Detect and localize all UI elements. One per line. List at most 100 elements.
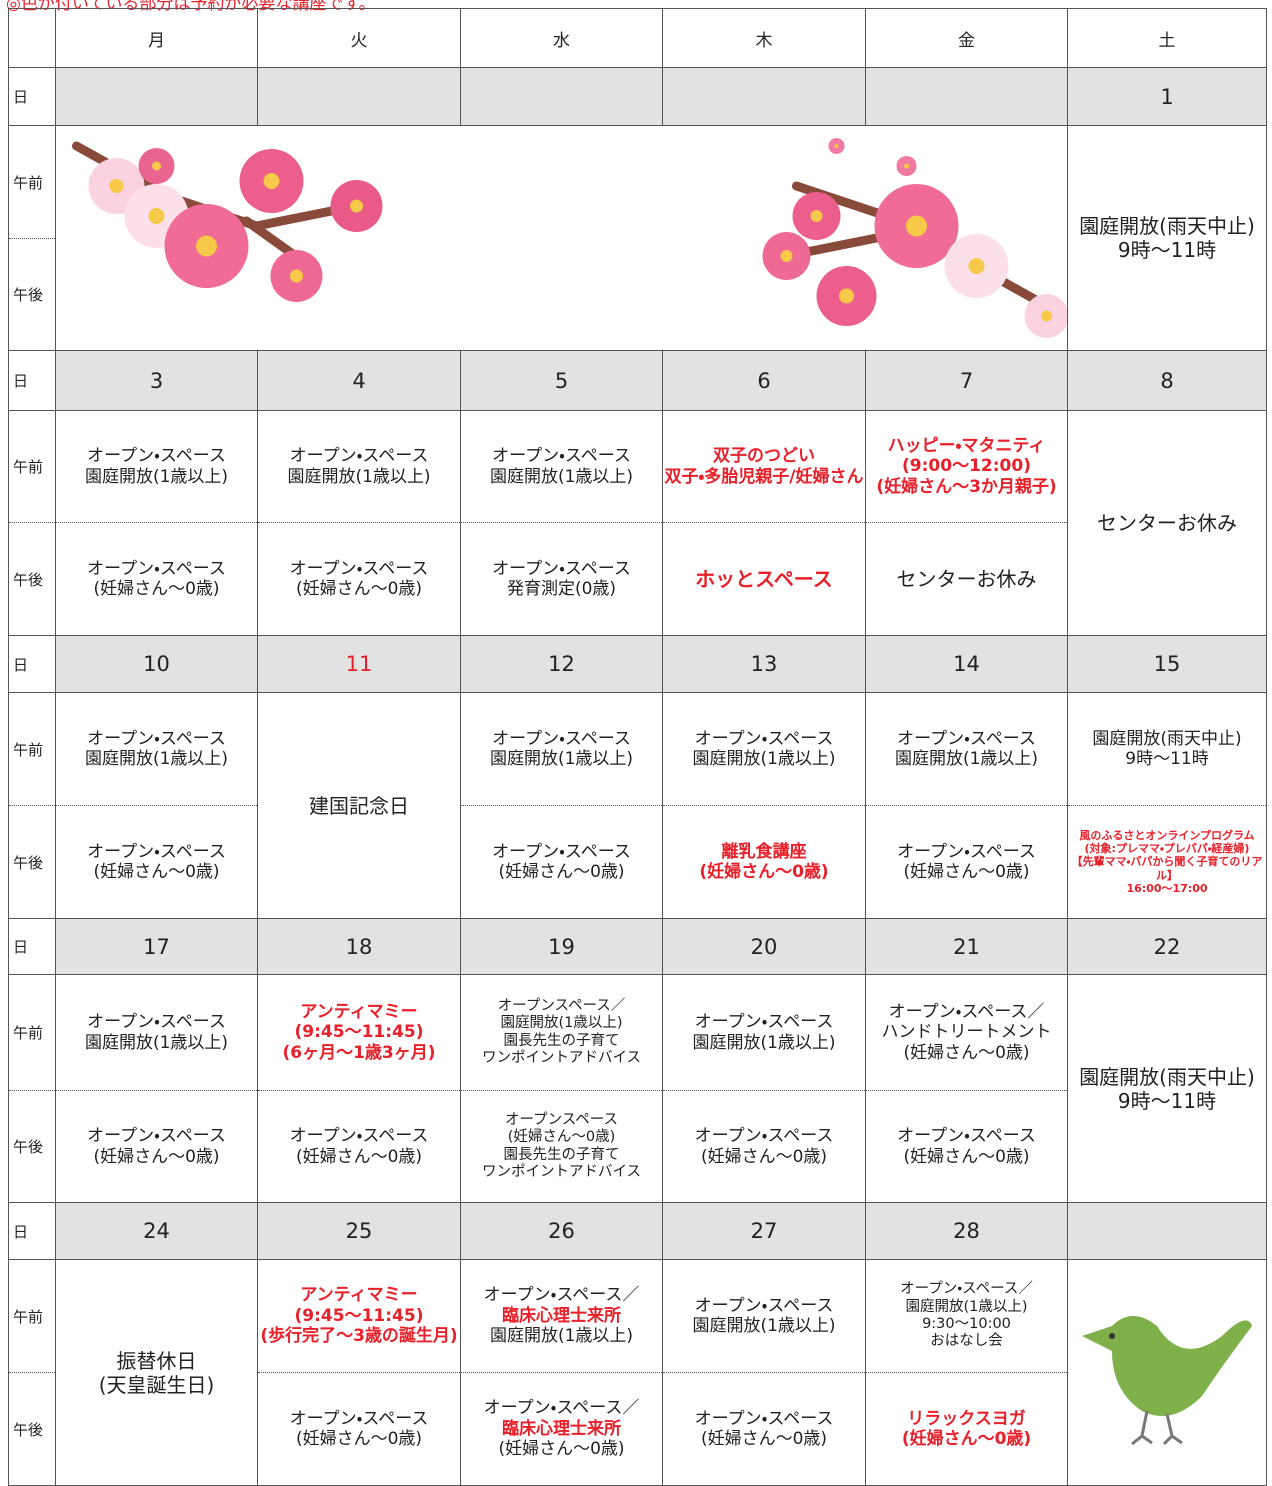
cell-line: オープン・スペース [897,728,1036,749]
cell-line: オープン・スペース [694,1126,834,1147]
cell-line: (妊婦さん～0歳) [498,1439,625,1460]
schedule-cell: 園庭開放(雨天中止) 9時～11時 [1067,692,1267,806]
date-cell: 13 [662,635,866,693]
cell-line: アンティマミー [300,1285,418,1306]
cell-line: オープン・スペース [897,1126,1036,1147]
schedule-cell: オープン・スペース (妊婦さん～0歳) [460,805,663,919]
cell-content: オープン・スペース (妊婦さん～0歳) [867,841,1067,883]
date-number: 17 [143,934,170,959]
cell-line: 園庭開放(1歳以上) [84,466,229,487]
date-number: 15 [1153,652,1181,676]
schedule-cell: オープン・スペース 園庭開放(1歳以上) [55,410,258,523]
cell-line: (6ヶ月～1歳3ヶ月) [282,1042,436,1063]
cell-line: 臨床心理士来所 [502,1418,621,1439]
cell-line: (妊婦さん～3か月親子) [876,476,1057,497]
pm-row: 午後 オープン・スペース (妊婦さん～0歳) オープン・スペース (妊婦さん～0歳) 離乳… [8,805,1267,919]
cell-line: 園長先生の子育て [503,1146,620,1163]
cell-line: (妊婦さん～0歳) [903,862,1030,882]
cell-content: 振替休日 (天皇誕生日) [57,1349,257,1397]
cell-line: (妊婦さん～0歳) [93,862,220,882]
schedule-cell: 建国記念日 [257,692,461,919]
cell-content: オープン・スペース (妊婦さん～0歳) [57,559,257,600]
calendar-table: 月火水木金土日 1 午前 園庭開放(雨天中止) 9時～11時 午後日 3 4 5 6 7 8 午前 オープ… [8,8,1267,1486]
cell-line: センターお休み [896,567,1037,591]
cell-line: オープン・スペース [897,841,1036,862]
schedule-cell: アンティマミー (9:45～11:45) (6ヶ月～1歳3ヶ月) [257,974,461,1091]
date-number: 3 [149,368,164,393]
cell-line: 園庭開放(1歳以上) [692,749,836,769]
schedule-cell: オープン・スペース 園庭開放(1歳以上) [55,692,258,806]
cell-line: オープン・スペース [492,558,631,579]
cell-content: ホッとスペース [664,567,865,591]
day-name: 火 [257,8,461,68]
date-number: 12 [548,652,575,676]
cell-line: オープン・スペース [492,841,631,862]
cell-line: 発育測定(0歳) [506,579,617,599]
date-number: 21 [953,934,980,959]
cell-line: (妊婦さん～0歳) [507,1129,616,1146]
cell-line: オープン・スペース／ [888,1001,1045,1022]
cell-content: 離乳食講座 (妊婦さん～0歳) [664,842,865,883]
row-label: 午前 [8,1259,56,1373]
date-number: 19 [548,934,575,959]
date-cell: 14 [865,635,1068,693]
row-label: 午後 [8,238,56,351]
cell-content: アンティマミー (9:45～11:45) (6ヶ月～1歳3ヶ月) [259,1002,460,1063]
cell-content: オープン・スペース 園庭開放(1歳以上) [664,1012,865,1053]
cell-content: 園庭開放(雨天中止) 9時～11時 [1069,1065,1266,1113]
cell-line: オープン・スペース／ [483,1285,640,1306]
schedule-cell: センターお休み [865,522,1068,636]
date-number: 1 [1160,84,1174,109]
row-label: 午後 [8,522,56,636]
cell-content: オープン・スペース (妊婦さん～0歳) [462,841,662,883]
cell-line: オープン・スペース [87,728,226,749]
cell-line: オープン・スペース／ [900,1281,1033,1298]
cell-line: (妊婦さん～0歳) [295,579,423,599]
blossom-illustration [72,138,1067,338]
cell-line: (9:45～11:45) [294,1022,424,1043]
schedule-cell: オープン・スペース／ 臨床心理士来所 (妊婦さん～0歳) [460,1372,663,1486]
cell-content: 園庭開放(雨天中止) 9時～11時 [1069,729,1266,770]
date-cell: 24 [55,1202,258,1260]
row-label: 午前 [8,410,56,523]
date-cell [865,67,1068,126]
cell-line: (妊婦さん～0歳) [700,1429,828,1449]
cell-content: オープン・スペース 園庭開放(1歳以上) [57,728,257,770]
cell-content: オープンスペース／ 園庭開放(1歳以上) 園長先生の子育て ワンポイントアドバイス [462,998,662,1068]
cell-content: リラックスヨガ (妊婦さん～0歳) [867,1409,1067,1450]
date-cell: 10 [55,635,258,693]
schedule-cell: オープン・スペース 園庭開放(1歳以上) [460,692,663,806]
cell-line: ワンポイントアドバイス [481,1049,642,1066]
date-number: 25 [345,1219,373,1243]
date-cell: 19 [460,918,663,975]
cell-line: ホッとスペース [695,567,833,591]
cell-line: ハッピー・マタニティ [887,435,1046,456]
date-cell [257,67,461,126]
cell-content: オープン・スペース (妊婦さん～0歳) [867,1126,1067,1167]
row-label: 日 [8,635,56,693]
date-cell [1067,1202,1267,1260]
schedule-cell: オープン・スペース 発育測定(0歳) [460,522,663,636]
cell-content: オープン・スペース 園庭開放(1歳以上) [867,728,1067,770]
schedule-cell: オープン・スペース 園庭開放(1歳以上) [662,974,866,1091]
schedule-cell: オープン・スペース (妊婦さん～0歳) [662,1372,866,1486]
cell-line: (妊婦さん～0歳) [498,862,625,882]
cell-content: オープン・スペース 園庭開放(1歳以上) [462,729,662,770]
cell-content: アンティマミー (9:45～11:45) (歩行完了～3歳の誕生月) [259,1285,460,1347]
cell-line: 風のふるさとオンラインプログラム [1079,829,1255,843]
date-cell: 21 [865,918,1068,975]
cell-line: 9時～11時 [1117,1088,1217,1113]
schedule-cell: オープン・スペース (妊婦さん～0歳) [865,805,1068,919]
cell-content: オープン・スペース (妊婦さん～0歳) [57,1126,257,1167]
row-label: 日 [8,350,56,411]
pm-row: 午後 オープン・スペース (妊婦さん～0歳) オープン・スペース／ 臨床心理士来所 (妊婦… [8,1372,1267,1486]
cell-line: (歩行完了～3歳の誕生月) [260,1326,458,1347]
cell-line: オープン・スペース [289,446,429,467]
pm-row: 午後 オープン・スペース (妊婦さん～0歳) オープン・スペース (妊婦さん～0歳) オー… [8,1090,1267,1203]
schedule-cell: オープン・スペース (妊婦さん～0歳) [257,1372,461,1486]
date-cell [55,67,258,126]
cell-line: 臨床心理士来所 [502,1305,621,1326]
cell-line: オープン・スペース [87,446,226,467]
date-number: 6 [757,368,771,393]
